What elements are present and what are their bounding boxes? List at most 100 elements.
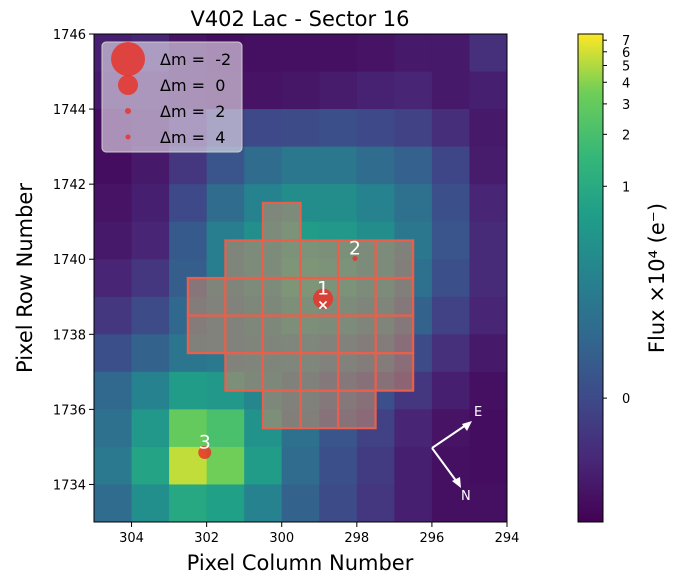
colorbar-tick-label: 3 xyxy=(622,98,630,113)
colorbar-tick-label: 5 xyxy=(622,59,630,74)
heatmap-cell xyxy=(281,484,320,523)
aperture-pixel xyxy=(224,351,265,392)
heatmap-cell xyxy=(431,71,470,110)
heatmap-cell xyxy=(281,34,320,73)
heatmap-cell xyxy=(244,34,283,73)
aperture-pixel xyxy=(299,314,340,355)
plot-frame xyxy=(93,33,508,523)
colorbar-label: Flux ×10⁴ (e⁻) xyxy=(645,203,669,353)
heatmap-cell xyxy=(131,371,170,410)
heatmap-cell xyxy=(469,146,508,185)
heatmap-cell xyxy=(94,296,133,335)
heatmap-cell xyxy=(394,409,433,448)
aperture-pixel xyxy=(261,314,302,355)
aperture-pixel xyxy=(374,314,415,355)
compass-east-arrow xyxy=(431,424,467,449)
compass-east-arrowhead xyxy=(462,421,472,431)
heatmap-cell xyxy=(281,146,320,185)
heatmap-cell xyxy=(94,146,133,185)
heatmap-cell xyxy=(244,484,283,523)
heatmap-cell xyxy=(169,484,208,523)
heatmap-cell xyxy=(394,109,433,148)
colorbar-tick-label: 1 xyxy=(622,180,630,195)
heatmap-cell xyxy=(431,409,470,448)
heatmap-cell xyxy=(94,334,133,373)
heatmap-cell xyxy=(469,34,508,73)
y-tick-label: 1742 xyxy=(53,178,86,193)
heatmap-cell xyxy=(356,71,395,110)
heatmap-cell xyxy=(131,334,170,373)
heatmap-cell xyxy=(281,446,320,485)
heatmap-cell xyxy=(94,259,133,298)
heatmap-cell xyxy=(169,146,208,185)
aperture-pixel xyxy=(374,351,415,392)
compass-north-arrowhead xyxy=(452,477,461,488)
heatmap-cell xyxy=(131,184,170,223)
chart-title: V402 Lac - Sector 16 xyxy=(190,7,409,31)
heatmap-cell xyxy=(431,296,470,335)
aperture-pixel xyxy=(261,389,302,430)
heatmap-cell xyxy=(206,409,245,448)
legend-label: Δm = 2 xyxy=(160,102,225,121)
source-marker xyxy=(198,446,212,460)
colorbar-ticks: 1 2 3 4 567 0 xyxy=(603,34,630,407)
x-tick-label: 302 xyxy=(194,531,219,546)
heatmap-cell xyxy=(469,296,508,335)
heatmap-cell xyxy=(131,446,170,485)
compass: E N xyxy=(431,405,482,504)
source-label: 3 xyxy=(199,432,211,454)
heatmap-cell xyxy=(394,71,433,110)
aperture-pixel xyxy=(299,389,340,430)
colorbar-tick-label: 0 xyxy=(622,392,630,407)
heatmap-cell xyxy=(131,221,170,260)
heatmap-cell xyxy=(206,146,245,185)
legend-label: Δm = 4 xyxy=(160,128,225,147)
heatmap-cell xyxy=(319,446,358,485)
colorbar-tick-label: 4 xyxy=(622,76,630,91)
x-tick-label: 298 xyxy=(344,531,369,546)
heatmap-cell xyxy=(431,334,470,373)
heatmap-cell xyxy=(431,34,470,73)
heatmap-cell xyxy=(169,409,208,448)
heatmap-cell xyxy=(94,446,133,485)
aperture-pixel xyxy=(186,314,227,355)
heatmap-cell xyxy=(94,371,133,410)
source-label: 2 xyxy=(349,237,361,259)
source-label: 1 xyxy=(317,278,329,300)
heatmap-cell xyxy=(281,71,320,110)
heatmap-cell xyxy=(469,221,508,260)
heatmap-cell xyxy=(394,146,433,185)
heatmap-cell xyxy=(319,34,358,73)
heatmap-cell xyxy=(469,259,508,298)
aperture-pixel xyxy=(299,351,340,392)
x-tick-label: 296 xyxy=(419,531,444,546)
aperture-pixel xyxy=(374,239,415,280)
heatmap-cell xyxy=(469,446,508,485)
heatmap-cell xyxy=(206,446,245,485)
legend-marker xyxy=(111,42,145,76)
heatmap-cell xyxy=(319,146,358,185)
heatmap-cell xyxy=(431,484,470,523)
legend-marker xyxy=(125,134,131,140)
heatmap-cell xyxy=(469,484,508,523)
compass-north-arrow xyxy=(431,447,458,483)
aperture-pixel xyxy=(336,351,377,392)
colorbar-tick-label: 2 xyxy=(622,128,630,143)
heatmap-cell xyxy=(469,409,508,448)
colorbar-tick-label: 6 xyxy=(622,46,630,61)
aperture-pixel xyxy=(261,276,302,317)
colorbar xyxy=(577,33,604,523)
y-tick-label: 1738 xyxy=(53,328,86,343)
source-marker xyxy=(313,288,334,309)
heatmap-cell xyxy=(94,221,133,260)
heatmap-cell xyxy=(169,184,208,223)
heatmap-cell xyxy=(431,146,470,185)
heatmap-cell xyxy=(431,446,470,485)
heatmap-cell xyxy=(244,446,283,485)
aperture-pixel xyxy=(261,201,302,242)
legend: Δm = -2 Δm = 0 Δm = 2 Δm = 4 xyxy=(101,41,243,153)
heatmap-cell xyxy=(469,334,508,373)
aperture-pixel xyxy=(224,314,265,355)
heatmap-cell xyxy=(244,109,283,148)
